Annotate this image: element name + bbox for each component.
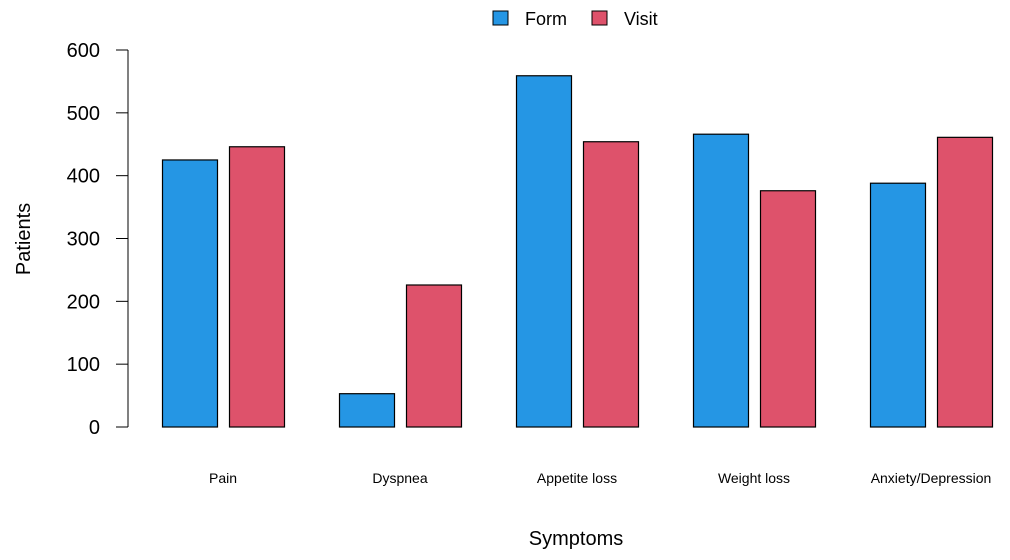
y-tick-label: 500 (67, 103, 100, 125)
y-tick-label: 0 (89, 417, 100, 439)
bar-pain-form (161, 159, 219, 428)
y-tick-label: 600 (67, 40, 100, 62)
y-tick-label: 100 (67, 354, 100, 376)
x-tick-labels: Pain Dyspnea Appetite loss Weight loss Anxie… (209, 470, 991, 486)
bars-group (161, 75, 994, 428)
x-tick-label: Weight loss (718, 470, 790, 486)
legend-swatch-visit (591, 10, 608, 26)
chart-legend: Form Visit (492, 9, 658, 29)
y-axis: 0 100 200 300 400 500 600 (67, 40, 129, 439)
x-tick-label: Anxiety/Depression (871, 470, 992, 486)
bar-anxiety-depression-visit (936, 136, 994, 428)
bar-weight-loss-form (692, 133, 750, 428)
legend-swatch-form (492, 10, 509, 26)
bar-weight-loss-visit (759, 190, 817, 428)
x-tick-label: Appetite loss (537, 470, 617, 486)
legend-label-visit: Visit (624, 9, 658, 29)
y-tick-label: 400 (67, 166, 100, 188)
y-tick-label: 200 (67, 291, 100, 313)
y-axis-label: Patients (13, 203, 35, 275)
x-axis-label: Symptoms (529, 528, 623, 550)
bar-dyspnea-form (338, 393, 396, 428)
bar-appetite-loss-visit (582, 141, 640, 428)
legend-label-form: Form (525, 9, 567, 29)
y-tick-label: 300 (67, 229, 100, 251)
bar-appetite-loss-form (515, 75, 573, 428)
bar-dyspnea-visit (405, 284, 463, 428)
bar-anxiety-depression-form (869, 182, 927, 428)
x-tick-label: Dyspnea (372, 470, 427, 486)
bar-pain-visit (228, 146, 286, 428)
x-tick-label: Pain (209, 470, 237, 486)
